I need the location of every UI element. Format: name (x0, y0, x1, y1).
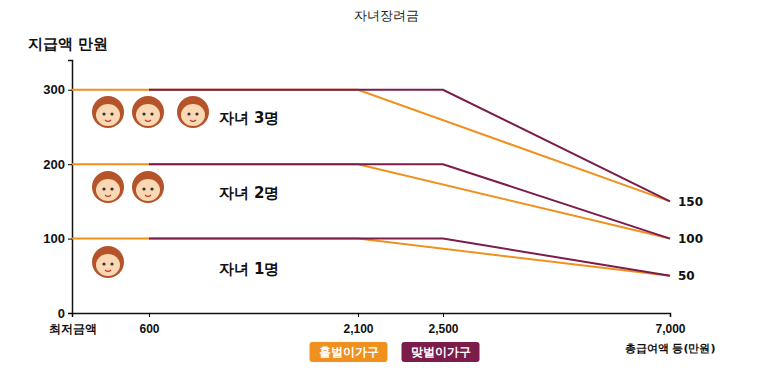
icon-face (96, 104, 120, 126)
series-line (149, 90, 670, 202)
icon-hair (92, 96, 124, 128)
annotation: 자녀 2명 (219, 184, 280, 202)
legend-item: 맞벌이가구 (402, 342, 480, 362)
x-tick-label: 최저금액 (49, 322, 97, 336)
x-tick: 7,000 (655, 313, 685, 336)
x-axis-title: 총급여액 등(만원) (625, 342, 716, 355)
annotations: 자녀 3명자녀 2명자녀 1명 150 100 50 (219, 109, 703, 283)
icon-mouth (105, 270, 111, 272)
icon-hair (92, 246, 124, 278)
icon-eye (195, 112, 198, 115)
annotation: 100 (678, 232, 703, 246)
icon-hair (177, 96, 209, 128)
y-tick-mark (68, 313, 72, 314)
y-tick: 200 (43, 157, 72, 172)
icon-eye (150, 187, 153, 190)
icon-eye (102, 187, 105, 190)
child-icon (92, 246, 124, 278)
icon-face (136, 179, 160, 201)
icon-eye (142, 112, 145, 115)
icons (92, 96, 209, 278)
y-tick-mark (68, 164, 72, 165)
y-tick-mark (68, 239, 72, 240)
child-icon (92, 171, 124, 203)
x-tick-mark (72, 313, 73, 317)
icon-face (96, 179, 120, 201)
legend-swatch (310, 342, 388, 362)
y-tick-label: 200 (43, 157, 65, 172)
icon-eye (110, 112, 113, 115)
icon-face (136, 104, 160, 126)
annotation: 50 (678, 269, 695, 283)
icon-eye (142, 187, 145, 190)
icon-mouth (145, 120, 151, 122)
chart: 자녀장려금지급액 만원 0 100 200 300 최저금액 600 2,100 2,500 7,… (0, 0, 773, 387)
legend-item: 홑벌이가구 (310, 342, 388, 362)
y-tick: 0 (58, 306, 72, 321)
y-axis-title: 지급액 만원 (28, 35, 108, 53)
annotation: 자녀 3명 (219, 109, 280, 127)
x-tick: 600 (139, 313, 159, 336)
legend: 홑벌이가구 맞벌이가구 (310, 342, 480, 362)
x-tick: 2,100 (343, 313, 373, 336)
x-tick-mark (149, 313, 150, 317)
annotation: 자녀 1명 (219, 260, 280, 278)
plot-area (72, 90, 670, 276)
x-axis: 최저금액 600 2,100 2,500 7,000 (49, 313, 686, 336)
icon-mouth (105, 120, 111, 122)
icon-eye (102, 112, 105, 115)
icon-eye (102, 262, 105, 265)
icon-eye (150, 112, 153, 115)
icon-mouth (190, 120, 196, 122)
legend-label: 맞벌이가구 (411, 345, 471, 359)
legend-label: 홑벌이가구 (319, 345, 379, 359)
x-tick-label: 2,500 (428, 322, 458, 336)
x-tick-mark (670, 313, 671, 317)
child-icon (92, 96, 124, 128)
y-tick-label: 100 (43, 231, 65, 246)
x-tick-label: 2,100 (343, 322, 373, 336)
x-tick: 최저금액 (49, 313, 97, 336)
title: 자녀장려금 (354, 8, 419, 23)
y-tick: 100 (43, 231, 72, 246)
x-tick-mark (358, 313, 359, 317)
x-tick-mark (443, 313, 444, 317)
legend-swatch (402, 342, 480, 362)
icon-hair (92, 171, 124, 203)
annotation: 150 (678, 195, 703, 209)
y-tick-label: 300 (43, 82, 65, 97)
y-axis: 0 100 200 300 (43, 61, 72, 321)
x-tick-label: 7,000 (655, 322, 685, 336)
icon-eye (110, 187, 113, 190)
icon-face (181, 104, 205, 126)
icon-eye (110, 262, 113, 265)
icon-mouth (145, 195, 151, 197)
series-line (72, 164, 670, 238)
series-line (72, 239, 670, 276)
icon-eye (187, 112, 190, 115)
x-tick-label: 600 (139, 322, 159, 336)
series-line (149, 164, 670, 238)
child-icon (132, 96, 164, 128)
icon-mouth (105, 195, 111, 197)
child-icon (132, 171, 164, 203)
y-tick: 300 (43, 82, 72, 97)
y-axis-line (68, 61, 73, 314)
icon-hair (132, 171, 164, 203)
y-tick-mark (68, 90, 72, 91)
icon-hair (132, 96, 164, 128)
x-tick: 2,500 (428, 313, 458, 336)
x-axis-line (73, 314, 671, 318)
y-tick-label: 0 (58, 306, 65, 321)
child-icon (177, 96, 209, 128)
icon-face (96, 254, 120, 276)
